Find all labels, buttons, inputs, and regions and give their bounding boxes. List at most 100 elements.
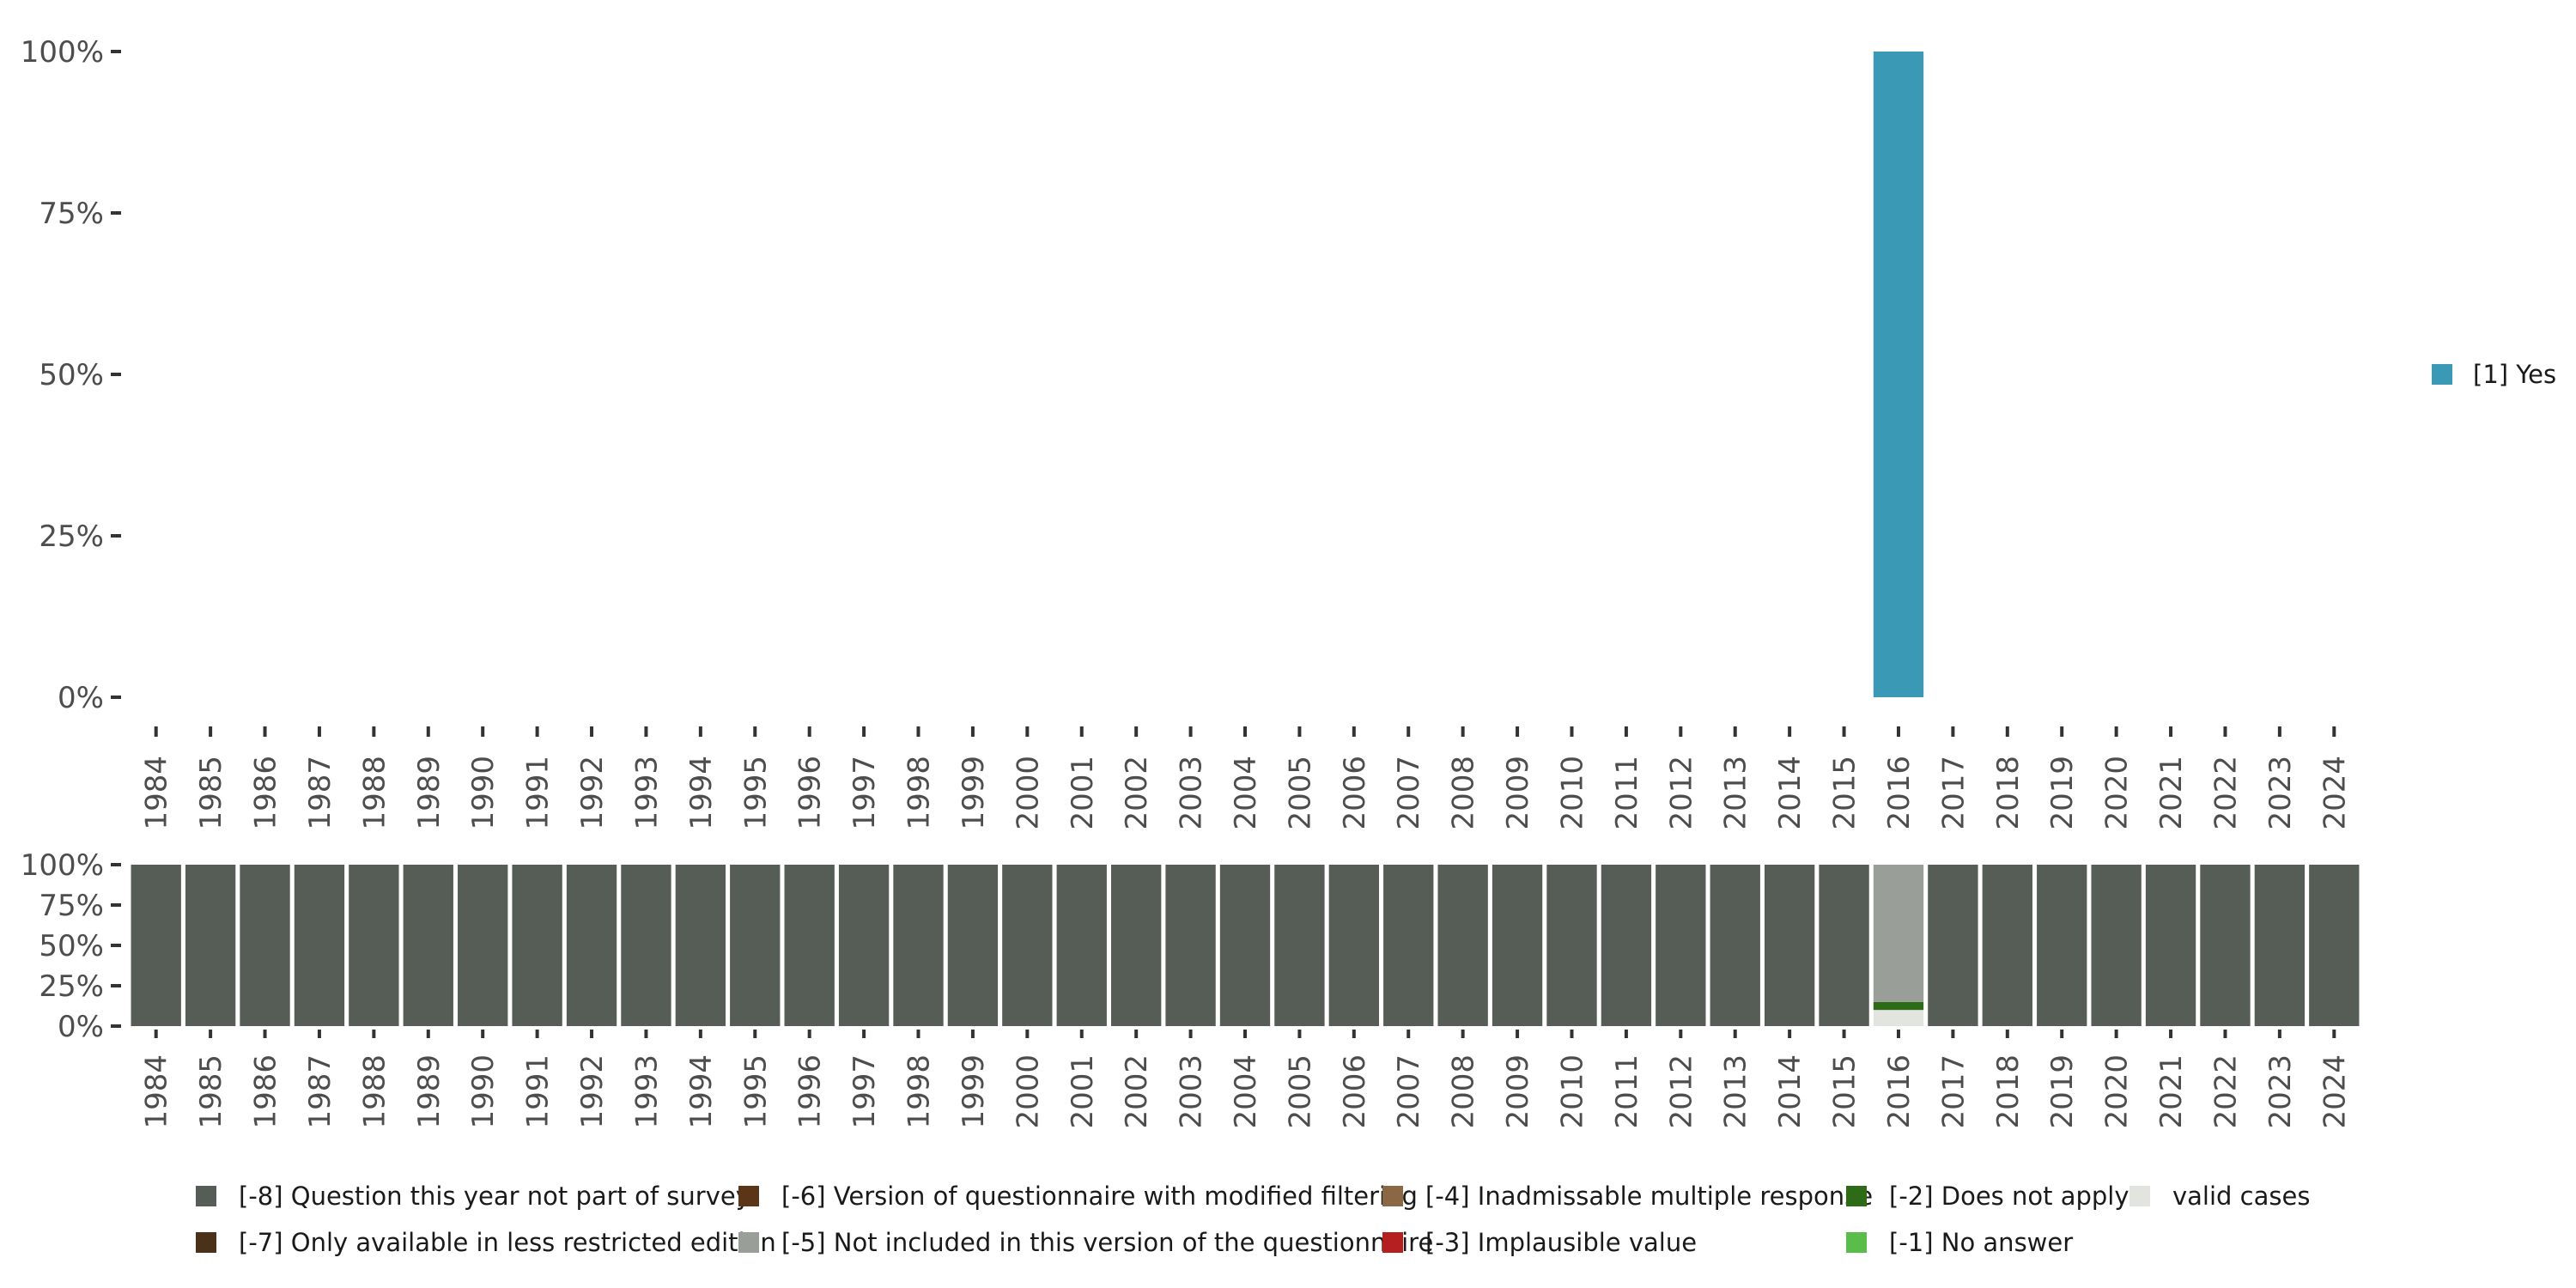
y-tick-label: 50% — [39, 358, 104, 392]
y-tick-label: 100% — [21, 35, 104, 70]
x-tick-label: 1999 — [957, 756, 991, 830]
x-tick-label: 2015 — [1828, 756, 1862, 830]
stacked-bar-segment — [131, 865, 181, 1026]
legend-swatch — [738, 1186, 759, 1206]
x-tick-label: 2006 — [1338, 1054, 1372, 1129]
legend-swatch — [1846, 1186, 1867, 1206]
x-tick-label: 2009 — [1501, 756, 1535, 830]
x-tick-label: 1987 — [303, 756, 337, 830]
y-tick-label: 50% — [39, 929, 104, 963]
legend-swatch — [2432, 364, 2452, 385]
x-tick-label: 1991 — [521, 1054, 556, 1129]
legend-swatch — [196, 1232, 216, 1253]
stacked-bar-segment — [1764, 865, 1815, 1026]
x-tick-label: 1997 — [848, 756, 882, 830]
x-tick-label: 2011 — [1610, 1054, 1644, 1129]
x-tick-label: 2003 — [1175, 756, 1209, 830]
bar — [1873, 52, 1924, 697]
legend-swatch — [738, 1232, 759, 1253]
x-tick-label: 2021 — [2154, 756, 2189, 830]
y-tick-label: 25% — [39, 969, 104, 1004]
x-tick-label: 2012 — [1664, 756, 1698, 830]
stacked-bar-segment — [1492, 865, 1543, 1026]
stacked-bar-segment — [1601, 865, 1652, 1026]
x-tick-label: 1985 — [194, 756, 228, 830]
stacked-bar-segment — [185, 865, 236, 1026]
x-tick-label: 2000 — [1011, 756, 1045, 830]
legend-swatch — [1382, 1186, 1403, 1206]
x-tick-label: 2006 — [1338, 756, 1372, 830]
legend-swatch — [2129, 1186, 2150, 1206]
x-tick-label: 2002 — [1120, 1054, 1154, 1129]
x-tick-label: 2003 — [1175, 1054, 1209, 1129]
x-tick-label: 2024 — [2318, 756, 2352, 830]
x-tick-label: 1990 — [466, 756, 501, 830]
stacked-bar-segment — [2145, 865, 2196, 1026]
x-tick-label: 2015 — [1828, 1054, 1862, 1129]
stacked-bar-segment — [1328, 865, 1379, 1026]
x-tick-label: 2011 — [1610, 756, 1644, 830]
x-tick-label: 2021 — [2154, 1054, 2189, 1129]
x-tick-label: 1990 — [466, 1054, 501, 1129]
stacked-bar-segment — [349, 865, 399, 1026]
stacked-bar-segment — [2037, 865, 2087, 1026]
x-tick-label: 2005 — [1283, 1054, 1317, 1129]
x-tick-label: 1992 — [575, 1054, 610, 1129]
stacked-bar-segment — [621, 865, 671, 1026]
x-tick-label: 1994 — [684, 1054, 719, 1129]
x-tick-label: 2023 — [2263, 1054, 2298, 1129]
stacked-bar-segment — [838, 865, 890, 1026]
main-bar-chart: 0% 25% 50% 75% 100% 1984 1985 1986 1987 1988 1989 1… — [21, 35, 2352, 830]
stacked-bar-segment — [2309, 865, 2360, 1026]
x-tick-label: 1984 — [140, 1054, 174, 1129]
x-tick-label: 1996 — [793, 1054, 828, 1129]
x-tick-label: 1986 — [249, 1054, 283, 1129]
x-tick-label: 2024 — [2318, 1054, 2352, 1129]
stacked-bar-segment — [1819, 865, 1869, 1026]
missing-values-legend: [-8] Question this year not part of surv… — [196, 1182, 2310, 1257]
stacked-bar-segment — [240, 865, 290, 1026]
x-tick-label: 2022 — [2208, 1054, 2243, 1129]
x-tick-label: 1998 — [902, 756, 937, 830]
x-tick-label: 1989 — [412, 756, 447, 830]
stacked-bar-segment — [730, 865, 781, 1026]
stacked-bar-segment — [403, 865, 453, 1026]
x-tick-label: 2014 — [1773, 1054, 1807, 1129]
x-tick-label: 2005 — [1283, 756, 1317, 830]
x-tick-label: 2004 — [1229, 756, 1263, 830]
legend-label: [-1] No answer — [1889, 1228, 2073, 1257]
y-tick-label: 75% — [39, 197, 104, 231]
stacked-bar-segment — [784, 865, 835, 1026]
x-tick-label: 2009 — [1501, 1054, 1535, 1129]
x-tick-label: 2001 — [1066, 1054, 1100, 1129]
legend-swatch — [1382, 1232, 1403, 1253]
stacked-bar-segment — [947, 865, 999, 1026]
x-tick-label: 2016 — [1882, 756, 1917, 830]
x-tick-label: 1992 — [575, 756, 610, 830]
stacked-bar-segment — [1873, 1001, 1924, 1011]
x-tick-label: 1993 — [629, 756, 664, 830]
x-tick-label: 2000 — [1011, 1054, 1045, 1129]
x-tick-label: 2020 — [2100, 756, 2135, 830]
x-tick-label: 1984 — [140, 756, 174, 830]
x-tick-label: 2019 — [2045, 1054, 2080, 1129]
stacked-bar-segment — [1056, 865, 1107, 1026]
x-tick-label: 1991 — [521, 756, 556, 830]
x-tick-label: 2020 — [2100, 1054, 2135, 1129]
x-tick-label: 2008 — [1447, 1054, 1481, 1129]
legend-label: [-4] Inadmissable multiple response — [1425, 1182, 1873, 1211]
x-tick-label: 2008 — [1447, 756, 1481, 830]
y-tick-label: 0% — [58, 1010, 104, 1044]
legend-label: [-7] Only available in less restricted e… — [239, 1228, 776, 1257]
x-tick-label: 1993 — [629, 1054, 664, 1129]
legend-swatch — [1846, 1232, 1867, 1253]
x-tick-label: 2017 — [1936, 1054, 1971, 1129]
missing-values-bar-chart: 0% 25% 50% 75% 100% 1984 1985 1986 1987 1988 1989 1… — [21, 848, 2360, 1129]
stacked-bar-segment — [2200, 865, 2251, 1026]
x-tick-label: 2017 — [1936, 756, 1971, 830]
stacked-bar-segment — [1165, 865, 1216, 1026]
x-tick-label: 2013 — [1719, 1054, 1753, 1129]
legend-label: [-2] Does not apply — [1889, 1182, 2129, 1211]
stacked-bar-segment — [2254, 865, 2306, 1026]
x-tick-label: 2023 — [2263, 756, 2298, 830]
